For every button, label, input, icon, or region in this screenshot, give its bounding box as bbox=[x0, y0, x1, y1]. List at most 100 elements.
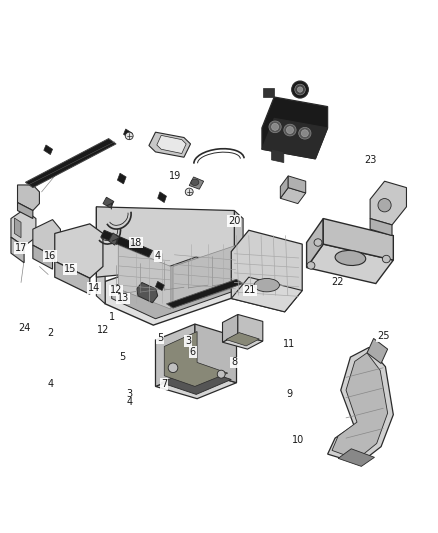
Text: 3: 3 bbox=[126, 390, 132, 399]
Text: 15: 15 bbox=[64, 264, 76, 274]
Text: 8: 8 bbox=[231, 358, 237, 367]
Text: 5: 5 bbox=[120, 352, 126, 362]
Text: 4: 4 bbox=[47, 379, 53, 389]
Text: 20: 20 bbox=[228, 216, 240, 226]
Polygon shape bbox=[96, 207, 234, 277]
Ellipse shape bbox=[286, 127, 293, 134]
Text: 23: 23 bbox=[364, 155, 376, 165]
Polygon shape bbox=[25, 139, 116, 188]
Polygon shape bbox=[280, 188, 306, 204]
Polygon shape bbox=[101, 230, 152, 257]
Text: 19: 19 bbox=[169, 171, 181, 181]
Polygon shape bbox=[112, 257, 240, 319]
Text: 2: 2 bbox=[47, 328, 53, 338]
Polygon shape bbox=[223, 314, 238, 342]
Polygon shape bbox=[158, 192, 166, 203]
Polygon shape bbox=[280, 176, 288, 198]
Polygon shape bbox=[338, 449, 374, 466]
Text: 16: 16 bbox=[44, 251, 57, 261]
Polygon shape bbox=[166, 279, 243, 308]
Ellipse shape bbox=[191, 179, 199, 185]
Ellipse shape bbox=[301, 130, 308, 136]
Ellipse shape bbox=[125, 132, 133, 140]
Polygon shape bbox=[262, 118, 328, 159]
Text: 11: 11 bbox=[283, 339, 295, 349]
Text: 4: 4 bbox=[126, 398, 132, 407]
Polygon shape bbox=[307, 244, 393, 284]
Ellipse shape bbox=[284, 124, 296, 136]
Text: 18: 18 bbox=[130, 238, 142, 247]
Text: 10: 10 bbox=[292, 435, 304, 445]
Text: 9: 9 bbox=[286, 390, 292, 399]
Ellipse shape bbox=[307, 262, 315, 269]
Ellipse shape bbox=[299, 127, 311, 139]
Text: 13: 13 bbox=[117, 294, 129, 303]
Text: 7: 7 bbox=[161, 379, 167, 389]
Polygon shape bbox=[272, 149, 284, 163]
Polygon shape bbox=[328, 348, 393, 464]
Polygon shape bbox=[262, 97, 328, 159]
Ellipse shape bbox=[382, 255, 390, 263]
Polygon shape bbox=[96, 207, 105, 304]
Polygon shape bbox=[234, 211, 243, 294]
Polygon shape bbox=[55, 224, 103, 278]
Text: 14: 14 bbox=[88, 283, 100, 293]
Ellipse shape bbox=[314, 239, 322, 246]
Polygon shape bbox=[288, 176, 306, 193]
Polygon shape bbox=[323, 219, 393, 260]
Text: 12: 12 bbox=[110, 286, 122, 295]
Text: 1: 1 bbox=[109, 312, 115, 322]
Polygon shape bbox=[370, 181, 406, 225]
Polygon shape bbox=[124, 129, 132, 139]
Polygon shape bbox=[14, 218, 21, 238]
Polygon shape bbox=[11, 209, 36, 246]
Polygon shape bbox=[189, 177, 204, 189]
Polygon shape bbox=[33, 245, 53, 269]
Polygon shape bbox=[18, 203, 33, 219]
Polygon shape bbox=[370, 219, 392, 236]
Text: 5: 5 bbox=[157, 334, 163, 343]
Text: 3: 3 bbox=[185, 336, 191, 346]
Ellipse shape bbox=[272, 124, 279, 130]
Polygon shape bbox=[157, 135, 186, 154]
Polygon shape bbox=[109, 233, 119, 245]
Ellipse shape bbox=[168, 363, 178, 373]
Text: 12: 12 bbox=[97, 326, 109, 335]
Ellipse shape bbox=[297, 87, 303, 92]
Polygon shape bbox=[117, 173, 126, 184]
Polygon shape bbox=[118, 245, 171, 309]
Polygon shape bbox=[367, 338, 388, 364]
Polygon shape bbox=[263, 88, 274, 97]
Polygon shape bbox=[18, 185, 39, 211]
Ellipse shape bbox=[185, 188, 193, 196]
Polygon shape bbox=[137, 282, 158, 303]
Text: 25: 25 bbox=[377, 331, 389, 341]
Polygon shape bbox=[231, 277, 302, 312]
Polygon shape bbox=[33, 220, 60, 256]
Polygon shape bbox=[105, 251, 243, 325]
Polygon shape bbox=[11, 237, 24, 263]
Text: 17: 17 bbox=[15, 243, 27, 253]
Ellipse shape bbox=[217, 370, 225, 378]
Polygon shape bbox=[164, 332, 228, 386]
Polygon shape bbox=[195, 324, 237, 383]
Polygon shape bbox=[173, 245, 237, 308]
Text: 21: 21 bbox=[244, 286, 256, 295]
Polygon shape bbox=[223, 334, 263, 349]
Ellipse shape bbox=[269, 121, 281, 133]
Polygon shape bbox=[307, 219, 323, 268]
Polygon shape bbox=[149, 132, 191, 157]
Text: 6: 6 bbox=[190, 347, 196, 357]
Polygon shape bbox=[55, 261, 90, 294]
Polygon shape bbox=[231, 230, 302, 312]
Text: 22: 22 bbox=[331, 278, 343, 287]
Polygon shape bbox=[332, 353, 388, 459]
Text: 4: 4 bbox=[155, 251, 161, 261]
Ellipse shape bbox=[335, 251, 366, 265]
Polygon shape bbox=[226, 333, 259, 346]
Ellipse shape bbox=[254, 278, 279, 292]
Polygon shape bbox=[103, 197, 114, 208]
Polygon shape bbox=[155, 370, 237, 399]
Polygon shape bbox=[44, 145, 53, 155]
Ellipse shape bbox=[292, 81, 308, 98]
